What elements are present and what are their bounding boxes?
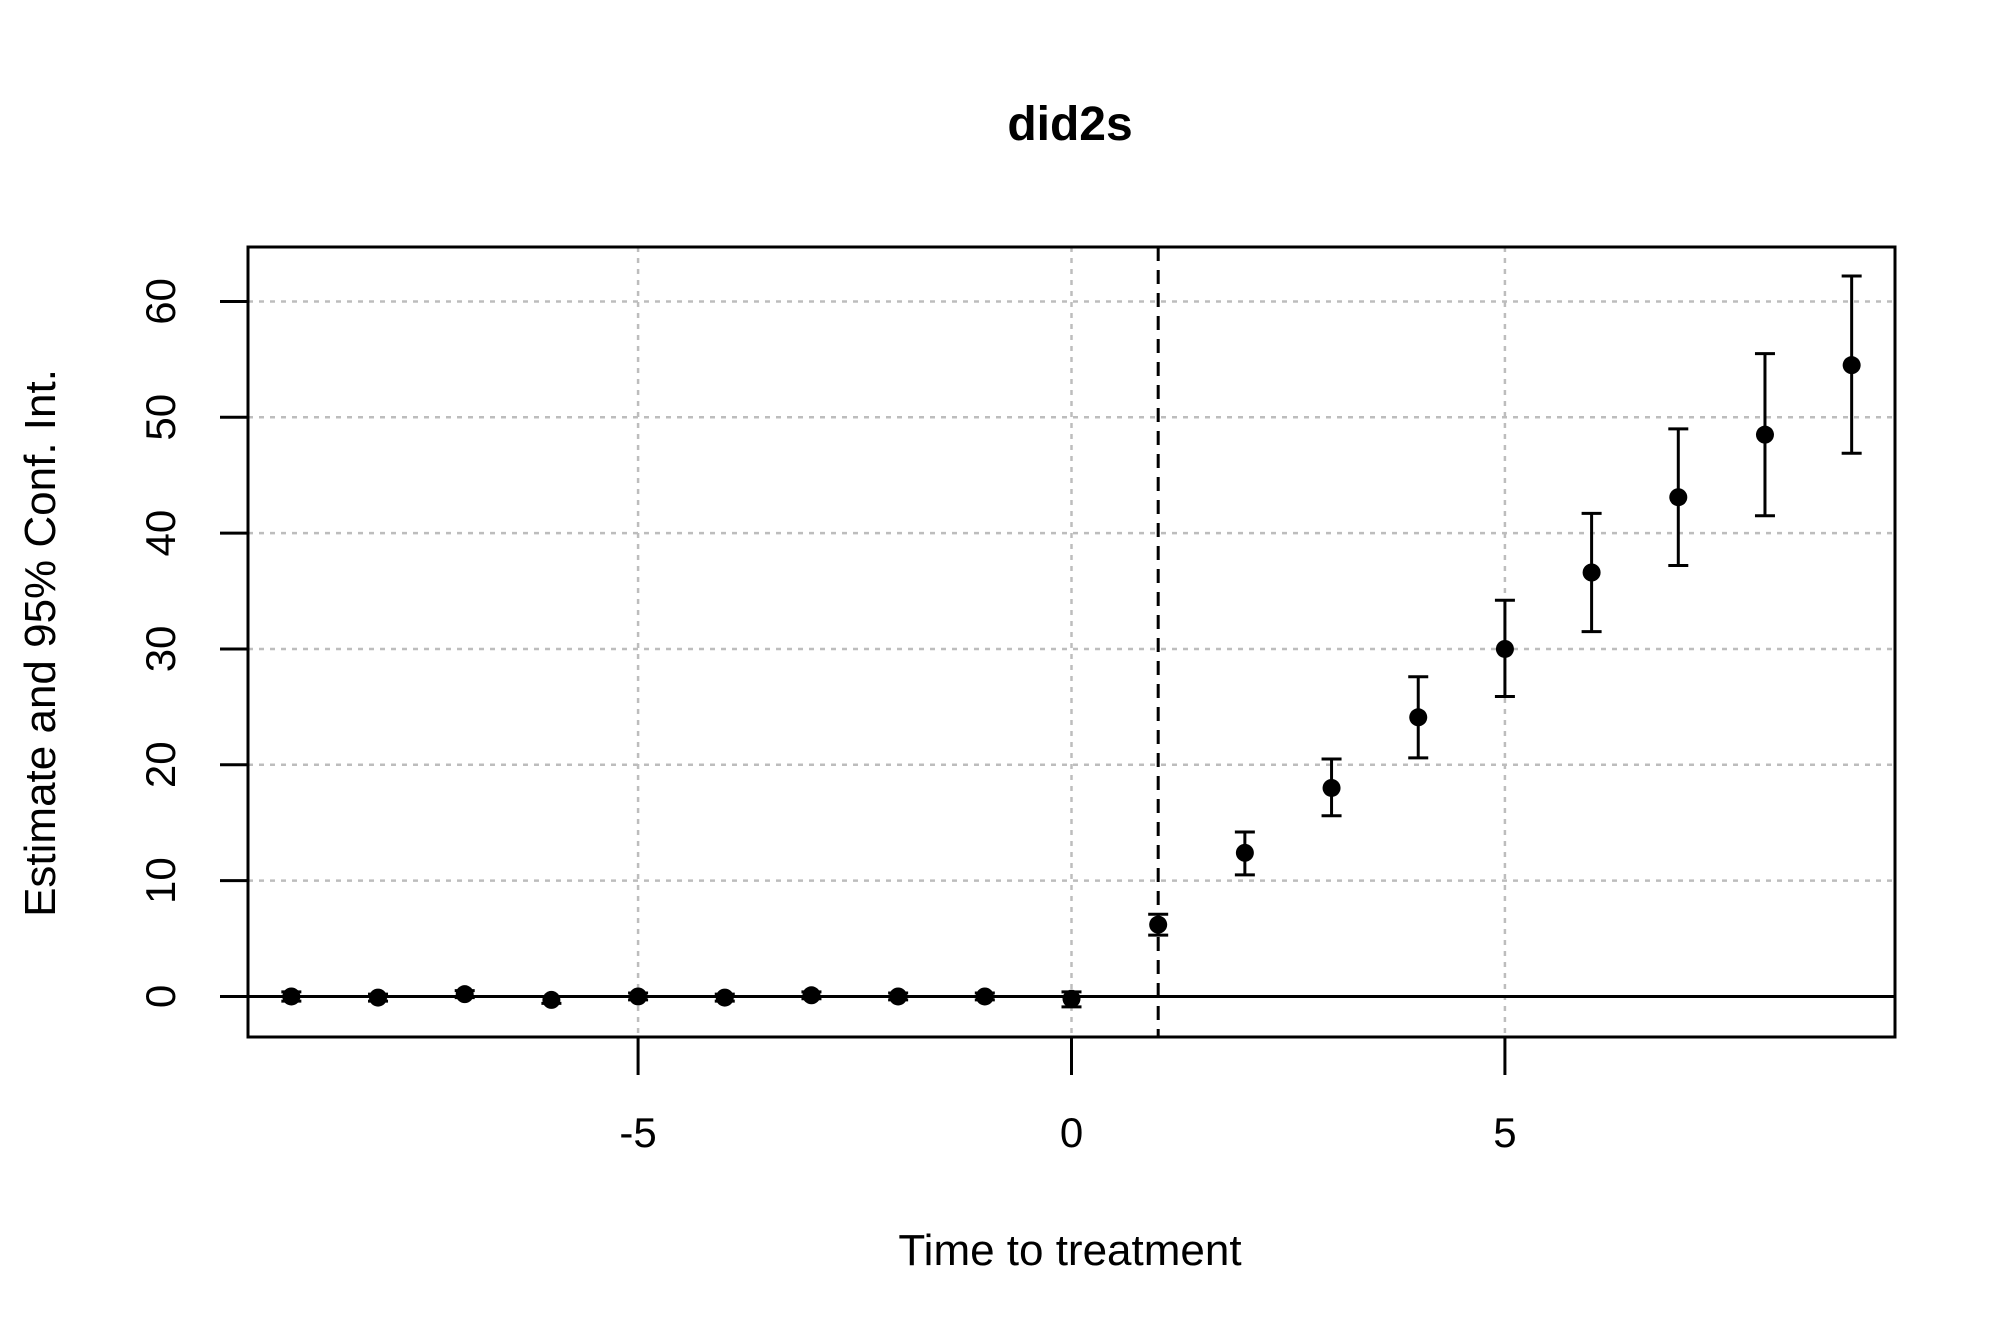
x-axis-label: Time to treatment — [898, 1226, 1241, 1275]
point-estimate — [1495, 639, 1514, 658]
y-tick-label: 50 — [137, 394, 184, 441]
point-estimate — [1062, 989, 1081, 1008]
point-estimate — [715, 988, 734, 1007]
point-estimate — [889, 987, 908, 1006]
y-tick-label: 0 — [137, 985, 184, 1008]
y-axis: 0 10 20 30 40 50 60 — [137, 278, 248, 1008]
point-estimate — [629, 987, 648, 1006]
point-estimate — [1582, 563, 1601, 582]
x-axis: -5 0 5 — [619, 1037, 1517, 1156]
y-tick-label: 20 — [137, 741, 184, 788]
point-estimate — [455, 985, 474, 1004]
x-tick-label: 0 — [1060, 1109, 1083, 1156]
point-estimate — [1842, 356, 1861, 375]
x-tick-label: 5 — [1493, 1109, 1516, 1156]
point-estimate — [1409, 708, 1428, 727]
point-estimate — [1235, 843, 1254, 862]
x-tick-label: -5 — [619, 1109, 656, 1156]
point-estimate — [1669, 488, 1688, 507]
point-estimate — [1149, 915, 1168, 934]
y-tick-label: 10 — [137, 857, 184, 904]
chart-title: did2s — [1007, 98, 1132, 151]
y-tick-label: 30 — [137, 626, 184, 673]
point-estimate — [1755, 425, 1774, 444]
grid-lines — [248, 247, 1895, 1037]
y-tick-label: 60 — [137, 278, 184, 325]
point-estimate — [802, 986, 821, 1005]
y-tick-label: 40 — [137, 510, 184, 557]
y-axis-label: Estimate and 95% Conf. Int. — [16, 369, 65, 917]
point-estimates — [282, 356, 1861, 1009]
point-estimate — [369, 988, 388, 1007]
point-estimate — [1322, 778, 1341, 797]
point-estimate — [282, 987, 301, 1006]
point-estimate — [975, 987, 994, 1006]
reference-lines — [220, 247, 1895, 1037]
point-estimate — [542, 990, 561, 1009]
